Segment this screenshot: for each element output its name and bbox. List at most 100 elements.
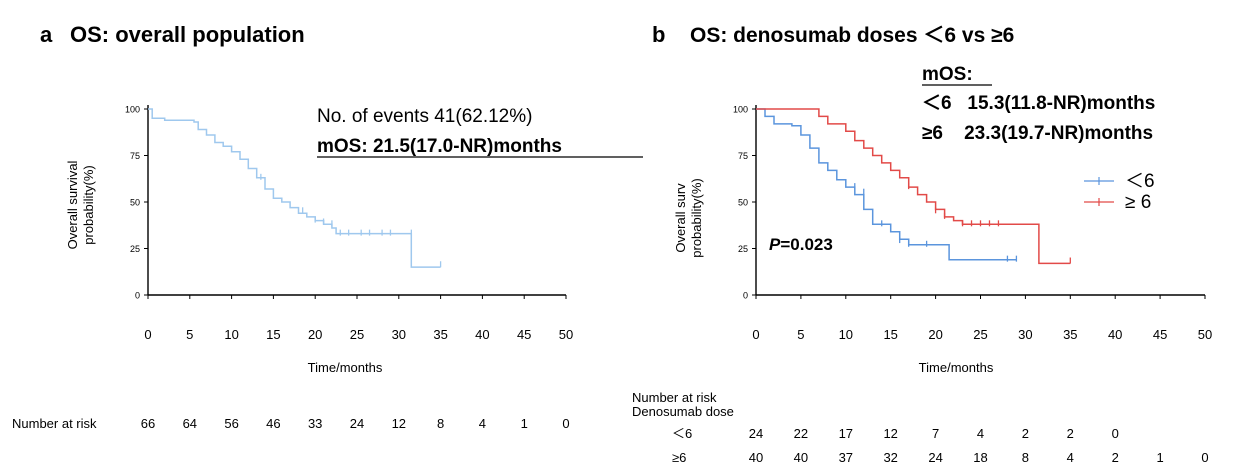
legend-ge6-label: ≥ 6 (1125, 192, 1151, 213)
x-tick-label: 25 (350, 327, 364, 342)
risk-value: 8 (1022, 450, 1029, 465)
panel-b-risk-values: 24 22 17 12 7 4 2 2 040 40 37 32 24 18 8 4 2 1 0 (749, 426, 1209, 465)
x-tick-label: 5 (186, 327, 193, 342)
risk-value: 24 (928, 450, 942, 465)
survival-curve-<6 (756, 108, 1017, 261)
panel-b-label: b (652, 22, 665, 47)
panel-b-axes (755, 105, 1205, 296)
risk-value: 46 (266, 416, 280, 431)
risk-value: 37 (839, 450, 853, 465)
panel-a-y-ticks: 0 25 50 75 100 (125, 105, 148, 301)
y-tick-label: 25 (130, 244, 140, 254)
risk-value: 4 (1067, 450, 1074, 465)
panel-b-legend: ＜6 ≥ 6 (1084, 171, 1155, 213)
panel-a-risk-values: 66 64 56 46 33 24 12 8 4 1 0 (141, 416, 570, 431)
y-tick-label: 0 (743, 291, 748, 301)
risk-value: 40 (749, 450, 763, 465)
risk-value: 0 (1201, 450, 1208, 465)
risk-value: 7 (932, 426, 939, 441)
panel-b-dose-comparison: b OS: denosumab doses ＜6 vs ≥6 mOS: ＜6 1… (632, 22, 1212, 465)
y-tick-label: 75 (738, 151, 748, 161)
panel-b-risk-row-lt6-label: ＜6 (672, 426, 692, 441)
risk-value: 33 (308, 416, 322, 431)
risk-value: 4 (479, 416, 486, 431)
risk-value: 17 (839, 426, 853, 441)
y-tick-label: 100 (733, 105, 748, 115)
x-tick-label: 35 (433, 327, 447, 342)
risk-value: 0 (562, 416, 569, 431)
risk-value: 66 (141, 416, 155, 431)
panel-b-risk-label: Number at risk (632, 390, 717, 405)
risk-value: 18 (973, 450, 987, 465)
panel-b-risk-sublabel: Denosumab dose (632, 404, 734, 419)
x-tick-label: 40 (1108, 327, 1122, 342)
panel-a-x-ticks: 0 5 10 15 20 25 30 35 40 45 50 (144, 295, 573, 342)
panel-a-label: a (40, 22, 53, 47)
x-tick-label: 10 (224, 327, 238, 342)
panel-b-risk-row-ge6-label: ≥6 (672, 450, 686, 465)
panel-b-pvalue: P=0.023 (769, 235, 833, 254)
x-tick-label: 40 (475, 327, 489, 342)
x-tick-label: 20 (308, 327, 322, 342)
x-tick-label: 10 (839, 327, 853, 342)
panel-b-y-ticks: 0 25 50 75 100 (733, 105, 756, 301)
legend-lt6-label: ＜6 (1125, 171, 1155, 192)
y-tick-label: 25 (738, 244, 748, 254)
panel-a-ylabel-line1: Overall survival (65, 160, 80, 249)
survival-curve-overall (148, 108, 441, 268)
x-tick-label: 20 (928, 327, 942, 342)
x-tick-label: 25 (973, 327, 987, 342)
x-tick-label: 0 (752, 327, 759, 342)
panel-a-curves (148, 108, 442, 268)
panel-a-title: OS: overall population (70, 22, 305, 47)
x-tick-label: 0 (144, 327, 151, 342)
panel-b-mos-ge6: ≥6 23.3(19.7-NR)months (922, 123, 1153, 144)
y-tick-label: 50 (738, 198, 748, 208)
risk-value: 12 (392, 416, 406, 431)
risk-value: 4 (977, 426, 984, 441)
x-tick-label: 50 (1198, 327, 1212, 342)
y-tick-label: 75 (130, 151, 140, 161)
risk-value: 2 (1022, 426, 1029, 441)
panel-b-ylabel-line1: Overall surv (673, 183, 688, 253)
x-tick-label: 30 (1018, 327, 1032, 342)
panel-b-x-ticks: 0 5 10 15 20 25 30 35 40 45 50 (752, 295, 1212, 342)
panel-b-mos-header: mOS: (922, 64, 973, 85)
panel-b-xlabel: Time/months (919, 360, 994, 375)
risk-value: 12 (883, 426, 897, 441)
panel-a-events-annotation: No. of events 41(62.12%) (317, 106, 532, 127)
risk-value: 8 (437, 416, 444, 431)
panel-b-mos-lt6: ＜6 15.3(11.8-NR)months (922, 93, 1155, 114)
x-tick-label: 45 (517, 327, 531, 342)
y-tick-label: 50 (130, 198, 140, 208)
x-tick-label: 45 (1153, 327, 1167, 342)
panel-b-pvalue-number: =0.023 (780, 235, 832, 254)
x-tick-label: 15 (883, 327, 897, 342)
panel-b-ylabel-line2: probability(%) (689, 178, 704, 257)
risk-value: 24 (350, 416, 364, 431)
risk-value: 1 (1156, 450, 1163, 465)
panel-a-axes (147, 105, 566, 296)
risk-value: 0 (1112, 426, 1119, 441)
x-tick-label: 50 (559, 327, 573, 342)
x-tick-label: 5 (797, 327, 804, 342)
risk-value: 2 (1067, 426, 1074, 441)
risk-value: 32 (883, 450, 897, 465)
panel-a-risk-label: Number at risk (12, 416, 97, 431)
y-tick-label: 100 (125, 105, 140, 115)
risk-value: 64 (183, 416, 197, 431)
panel-a-ylabel-line2: probability(%) (81, 165, 96, 244)
x-tick-label: 15 (266, 327, 280, 342)
risk-value: 1 (521, 416, 528, 431)
panel-b-curves (756, 108, 1071, 265)
panel-a-xlabel: Time/months (308, 360, 383, 375)
y-tick-label: 0 (135, 291, 140, 301)
x-tick-label: 35 (1063, 327, 1077, 342)
risk-value: 24 (749, 426, 763, 441)
panel-b-title: OS: denosumab doses ＜6 vs ≥6 (690, 24, 1014, 47)
panel-a-overall-population: a OS: overall population No. of events 4… (12, 22, 643, 431)
panel-b-pvalue-prefix: P (769, 235, 781, 254)
risk-value: 40 (794, 450, 808, 465)
survival-curve->=6 (756, 108, 1071, 265)
